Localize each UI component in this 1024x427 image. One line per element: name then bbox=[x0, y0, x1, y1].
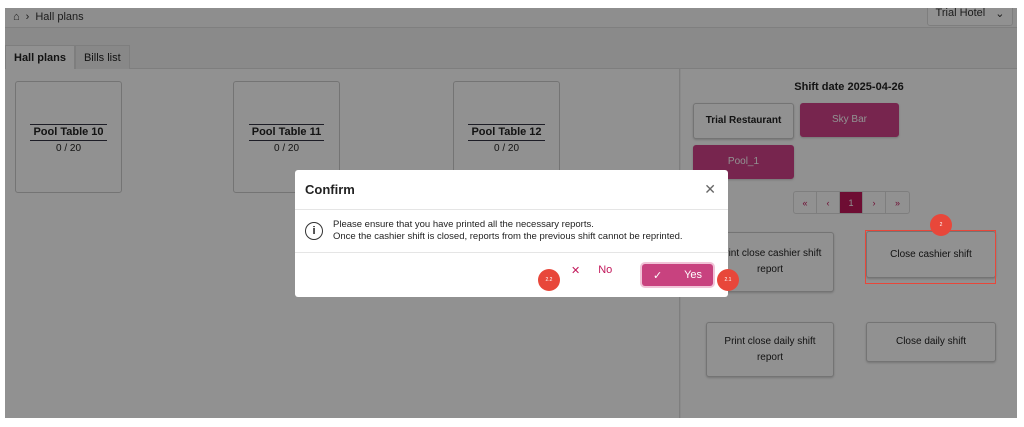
x-icon: ✕ bbox=[571, 265, 581, 277]
shift-panel: Shift date 2025-04-26 Trial Restaurant S… bbox=[681, 69, 1017, 418]
table-name: Pool Table 10 bbox=[30, 124, 107, 141]
dialog-message-line: Once the cashier shift is closed, report… bbox=[333, 231, 683, 242]
chevron-down-icon: ⌄ bbox=[995, 8, 1005, 20]
annotation-highlight-box bbox=[865, 230, 996, 284]
table-name: Pool Table 12 bbox=[468, 124, 545, 141]
dialog-message-line: Please ensure that you have printed all … bbox=[333, 219, 594, 230]
shift-date: Shift date 2025-04-26 bbox=[794, 81, 904, 93]
tab-bills-list[interactable]: Bills list bbox=[74, 45, 130, 69]
hotel-select[interactable]: Trial Hotel ⌄ bbox=[927, 8, 1013, 26]
last-page-button[interactable]: » bbox=[894, 197, 900, 208]
info-icon: i bbox=[305, 222, 323, 240]
print-close-daily-shift-report-button[interactable]: Print close daily shift report bbox=[706, 322, 834, 377]
dialog-title: Confirm bbox=[305, 182, 355, 197]
prev-page-button[interactable]: ‹ bbox=[817, 192, 840, 213]
breadcrumb-hall-plans[interactable]: Hall plans bbox=[35, 11, 84, 23]
home-icon[interactable]: ⌂ bbox=[13, 11, 20, 23]
chevron-right-icon: › bbox=[25, 11, 30, 23]
yes-button[interactable]: ✓ Yes bbox=[642, 264, 713, 286]
no-button[interactable]: ✕ No bbox=[571, 264, 612, 277]
outlet-sky-bar[interactable]: Sky Bar bbox=[800, 103, 899, 137]
close-daily-shift-button[interactable]: Close daily shift bbox=[866, 322, 996, 362]
top-bar: ⌂ › Hall plans Trial Hotel ⌄ bbox=[5, 8, 1017, 28]
app: ⌂ › Hall plans Trial Hotel ⌄ Hall plans Bi… bbox=[5, 8, 1017, 418]
tabs: Hall plans Bills list bbox=[5, 45, 1017, 69]
breadcrumb: ⌂ › Hall plans bbox=[13, 11, 84, 24]
annotation-badge: 2.2 bbox=[538, 269, 560, 291]
table-name: Pool Table 11 bbox=[248, 124, 325, 141]
table-occupancy: 0 / 20 bbox=[55, 143, 82, 154]
hotel-select-value: Trial Hotel bbox=[935, 8, 986, 19]
table-occupancy: 0 / 20 bbox=[493, 143, 520, 154]
close-icon[interactable]: ✕ bbox=[704, 181, 716, 197]
table-card[interactable]: Pool Table 10 0 / 20 bbox=[15, 81, 122, 193]
outlet-trial-restaurant[interactable]: Trial Restaurant bbox=[693, 103, 794, 139]
annotation-badge: 2 bbox=[930, 214, 952, 236]
table-occupancy: 0 / 20 bbox=[273, 143, 300, 154]
pagination: « ‹ 1 › » bbox=[793, 191, 910, 214]
no-label: No bbox=[598, 264, 613, 276]
yes-label: Yes bbox=[684, 269, 703, 281]
page-1-button[interactable]: 1 bbox=[840, 192, 863, 213]
confirm-dialog: Confirm ✕ i Please ensure that you have pr… bbox=[295, 170, 728, 297]
annotation-badge: 2.1 bbox=[717, 269, 739, 291]
dialog-message: Please ensure that you have printed all … bbox=[333, 219, 683, 243]
check-icon: ✓ bbox=[652, 269, 663, 282]
first-page-button[interactable]: « bbox=[794, 192, 817, 213]
next-page-button[interactable]: › bbox=[863, 192, 886, 213]
tab-hall-plans[interactable]: Hall plans bbox=[5, 45, 75, 69]
